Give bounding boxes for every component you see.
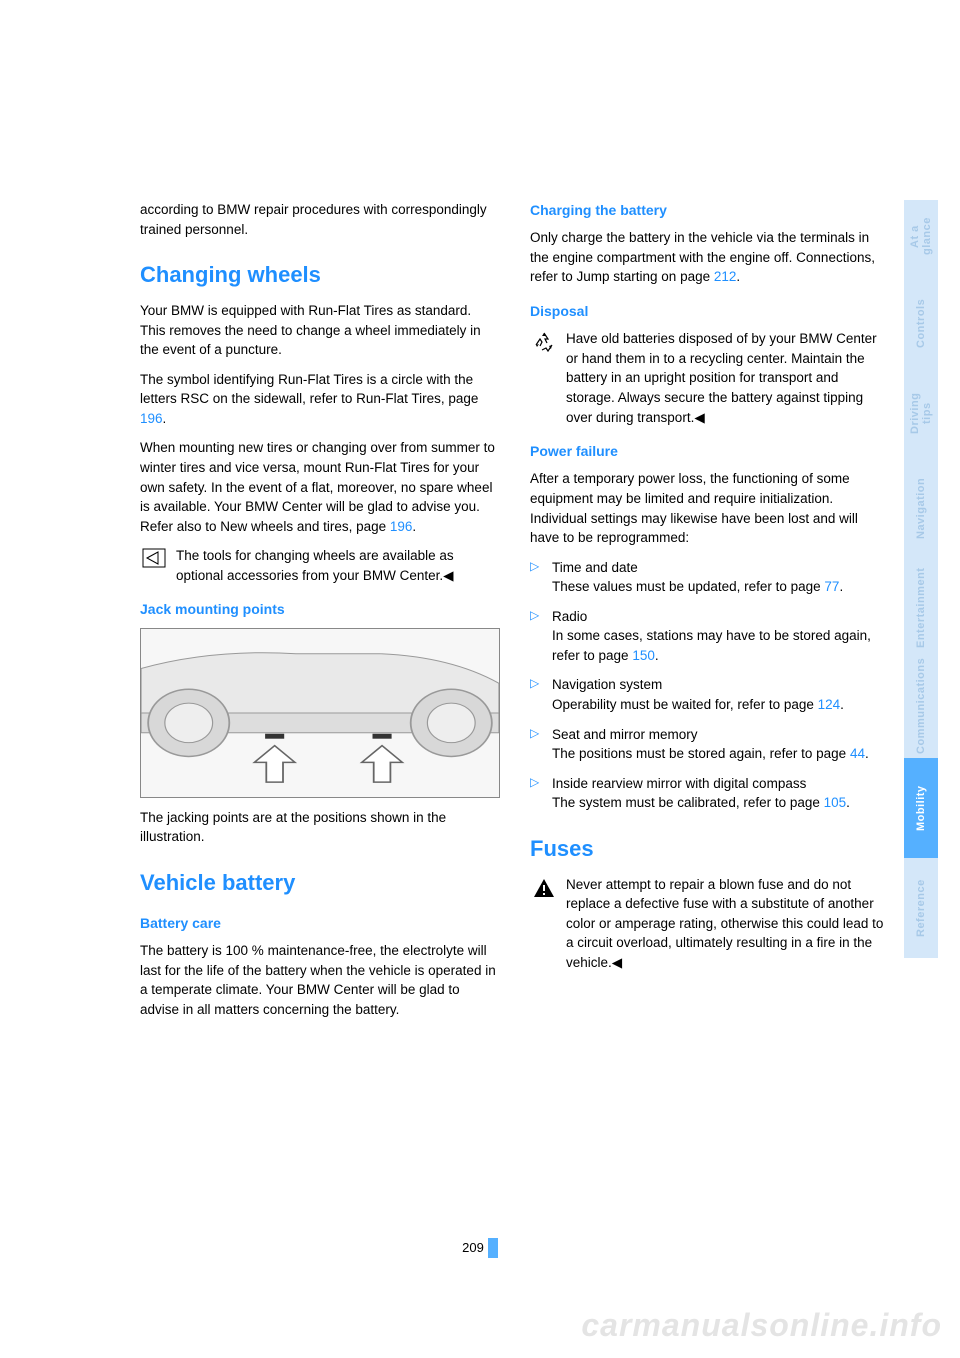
link-105[interactable]: 105 bbox=[824, 795, 847, 810]
list-item: Time and date These values must be updat… bbox=[530, 558, 890, 597]
subheading-jack-points: Jack mounting points bbox=[140, 599, 500, 619]
tab-entertainment[interactable]: Entertainment bbox=[904, 563, 938, 653]
subheading-battery-care: Battery care bbox=[140, 913, 500, 933]
list-item: Navigation system Operability must be wa… bbox=[530, 675, 890, 714]
warning-icon bbox=[530, 875, 558, 973]
list-item: Inside rearview mirror with digital comp… bbox=[530, 774, 890, 813]
disposal-text: Have old batteries disposed of by your B… bbox=[566, 329, 890, 427]
right-column: Charging the battery Only charge the bat… bbox=[530, 200, 890, 1029]
link-124[interactable]: 124 bbox=[818, 697, 841, 712]
content-columns: according to BMW repair procedures with … bbox=[140, 200, 890, 1029]
recycle-icon bbox=[530, 329, 558, 427]
figure-caption: The jacking points are at the positions … bbox=[140, 808, 500, 847]
tab-navigation[interactable]: Navigation bbox=[904, 453, 938, 563]
cw-p3: When mounting new tires or changing over… bbox=[140, 438, 500, 536]
fuses-warning-text: Never attempt to repair a blown fuse and… bbox=[566, 875, 890, 973]
link-44[interactable]: 44 bbox=[850, 746, 865, 761]
list-item: Radio In some cases, stations may have t… bbox=[530, 607, 890, 666]
charging-text: Only charge the battery in the vehicle v… bbox=[530, 228, 890, 287]
side-tabs: At a glanceControlsDriving tipsNavigatio… bbox=[904, 200, 938, 958]
page: according to BMW repair procedures with … bbox=[0, 0, 960, 1358]
fuses-warning: Never attempt to repair a blown fuse and… bbox=[530, 875, 890, 973]
subheading-disposal: Disposal bbox=[530, 301, 890, 321]
page-number-wrap: 209 bbox=[0, 1238, 960, 1258]
watermark: carmanualsonline.info bbox=[581, 1307, 942, 1344]
cw-p1: Your BMW is equipped with Run-Flat Tires… bbox=[140, 301, 500, 360]
disposal-note: Have old batteries disposed of by your B… bbox=[530, 329, 890, 427]
left-column: according to BMW repair procedures with … bbox=[140, 200, 500, 1029]
power-failure-intro: After a temporary power loss, the functi… bbox=[530, 469, 890, 547]
list-item: Seat and mirror memory The positions mus… bbox=[530, 725, 890, 764]
tab-mobility[interactable]: Mobility bbox=[904, 758, 938, 858]
link-212[interactable]: 212 bbox=[714, 269, 737, 284]
tools-note: The tools for changing wheels are availa… bbox=[140, 546, 500, 585]
tab-driving-tips[interactable]: Driving tips bbox=[904, 373, 938, 453]
tab-communications[interactable]: Communications bbox=[904, 653, 938, 758]
reprogram-list: Time and date These values must be updat… bbox=[530, 558, 890, 813]
tools-note-text: The tools for changing wheels are availa… bbox=[176, 546, 500, 585]
link-77[interactable]: 77 bbox=[824, 579, 839, 594]
heading-vehicle-battery: Vehicle battery bbox=[140, 867, 500, 899]
tab-controls[interactable]: Controls bbox=[904, 273, 938, 373]
note-icon bbox=[140, 546, 168, 585]
link-150[interactable]: 150 bbox=[632, 648, 655, 663]
intro-text: according to BMW repair procedures with … bbox=[140, 200, 500, 239]
heading-changing-wheels: Changing wheels bbox=[140, 259, 500, 291]
heading-fuses: Fuses bbox=[530, 833, 890, 865]
page-number-bar bbox=[488, 1238, 498, 1258]
tab-reference[interactable]: Reference bbox=[904, 858, 938, 958]
battery-care-text: The battery is 100 % maintenance-free, t… bbox=[140, 941, 500, 1019]
link-196a[interactable]: 196 bbox=[140, 411, 163, 426]
subheading-charging: Charging the battery bbox=[530, 200, 890, 220]
page-number: 209 bbox=[462, 1240, 484, 1255]
tab-at-a-glance[interactable]: At a glance bbox=[904, 200, 938, 273]
link-196b[interactable]: 196 bbox=[390, 519, 413, 534]
jack-points-figure bbox=[140, 628, 500, 798]
subheading-power-failure: Power failure bbox=[530, 441, 890, 461]
cw-p2: The symbol identifying Run-Flat Tires is… bbox=[140, 370, 500, 429]
